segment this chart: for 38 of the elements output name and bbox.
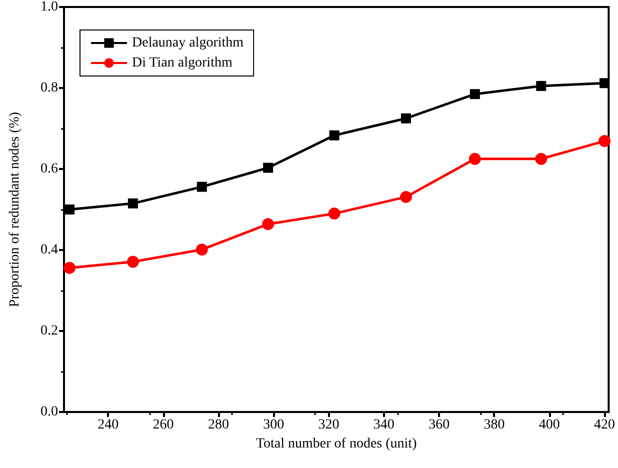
y-tick-label: 0.6 — [40, 162, 58, 176]
x-tick-label: 280 — [208, 418, 229, 432]
point — [126, 256, 139, 268]
x-tick-label: 420 — [594, 418, 616, 432]
point — [196, 182, 207, 192]
point — [263, 162, 274, 173]
point — [64, 204, 75, 214]
x-axis-title: Total number of nodes (unit) — [256, 436, 418, 452]
x-tick-label: 360 — [428, 418, 450, 432]
x-tick-label: 300 — [263, 418, 284, 432]
point — [64, 262, 76, 274]
point — [598, 135, 611, 148]
x-tick-label: 400 — [538, 418, 560, 432]
point — [535, 152, 548, 165]
x-tick-label: 380 — [484, 418, 505, 432]
x-tick-label: 320 — [318, 418, 340, 432]
y-tick-label: 0.2 — [40, 324, 58, 338]
point — [196, 244, 208, 256]
point — [400, 190, 412, 203]
y-tick-label: 1.0 — [40, 0, 58, 14]
x-tick-label: 240 — [98, 418, 119, 432]
point — [600, 78, 610, 88]
point — [128, 198, 138, 208]
y-tick-label: 0.0 — [40, 404, 58, 420]
point — [329, 130, 340, 140]
y-tick-label: 0.8 — [40, 80, 58, 96]
point — [262, 218, 274, 230]
point — [468, 152, 481, 165]
point — [400, 113, 411, 124]
x-tick-label: 340 — [373, 418, 394, 432]
y-tick-label: 0.4 — [40, 242, 58, 258]
point — [536, 80, 546, 91]
point — [328, 208, 340, 220]
point — [470, 89, 480, 100]
y-axis-title: Proportion of redundant nodes (%) — [8, 112, 22, 308]
x-tick-label: 260 — [152, 418, 174, 432]
legend-label: Di Tian algorithm — [132, 56, 232, 70]
legend-label: Delaunay algorithm — [132, 36, 244, 50]
